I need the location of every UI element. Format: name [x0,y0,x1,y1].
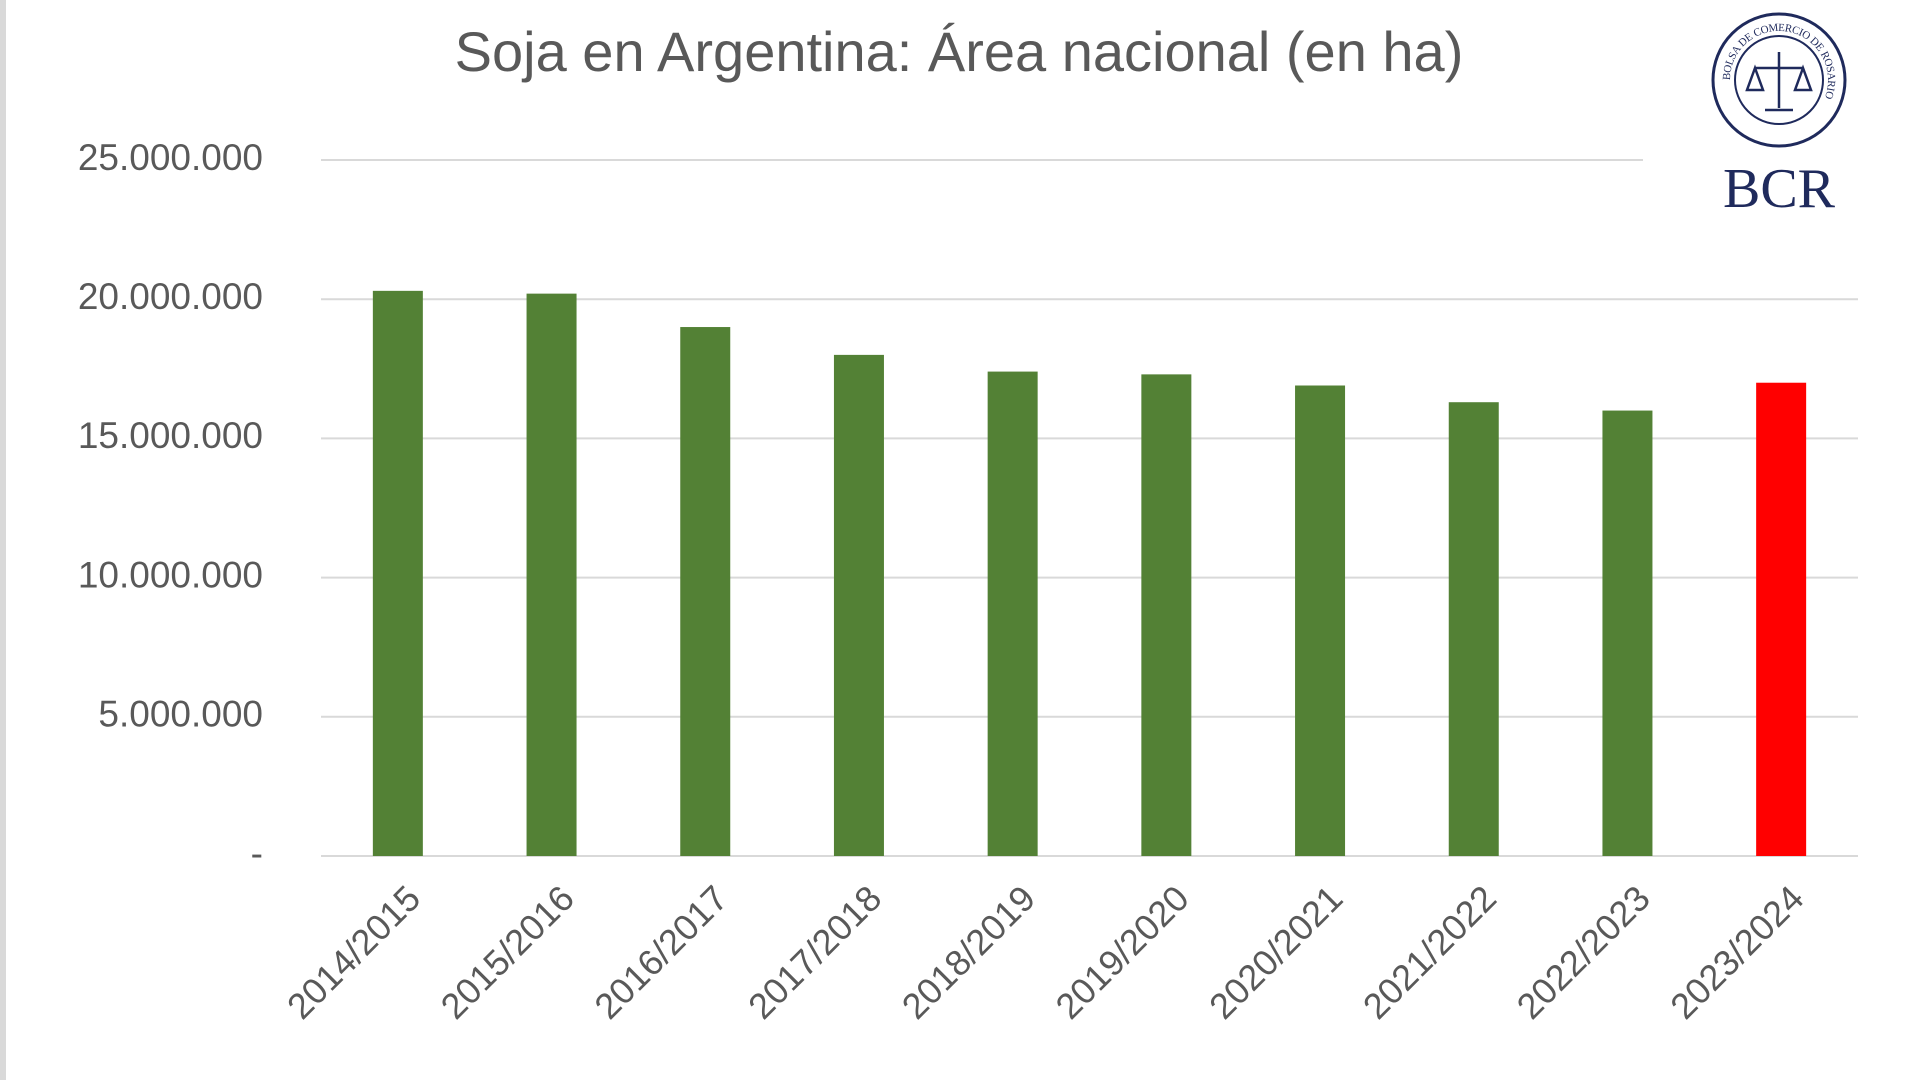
y-tick-label: 15.000.000 [78,415,263,456]
bar [1295,385,1346,856]
y-tick-label: 5.000.000 [98,694,263,735]
y-tick-label: 25.000.000 [78,137,263,178]
frame-edge [0,0,6,1080]
bar [526,293,577,857]
bar [1448,402,1499,856]
chart-title: Soja en Argentina: Área nacional (en ha) [455,20,1464,83]
logo-text: BCR [1723,158,1836,220]
y-tick-label: 20.000.000 [78,276,263,317]
logo-inner-ring [1734,35,1824,125]
bar [1141,374,1192,856]
bar [680,327,731,856]
bar [372,290,423,856]
y-tick-label: 10.000.000 [78,554,263,595]
bar [833,354,884,856]
bar [1602,410,1653,856]
bar [1756,382,1807,856]
bar [987,371,1038,856]
logo-scales [1745,52,1813,112]
y-tick-label: - [251,833,263,874]
logo-ring [1711,12,1847,148]
